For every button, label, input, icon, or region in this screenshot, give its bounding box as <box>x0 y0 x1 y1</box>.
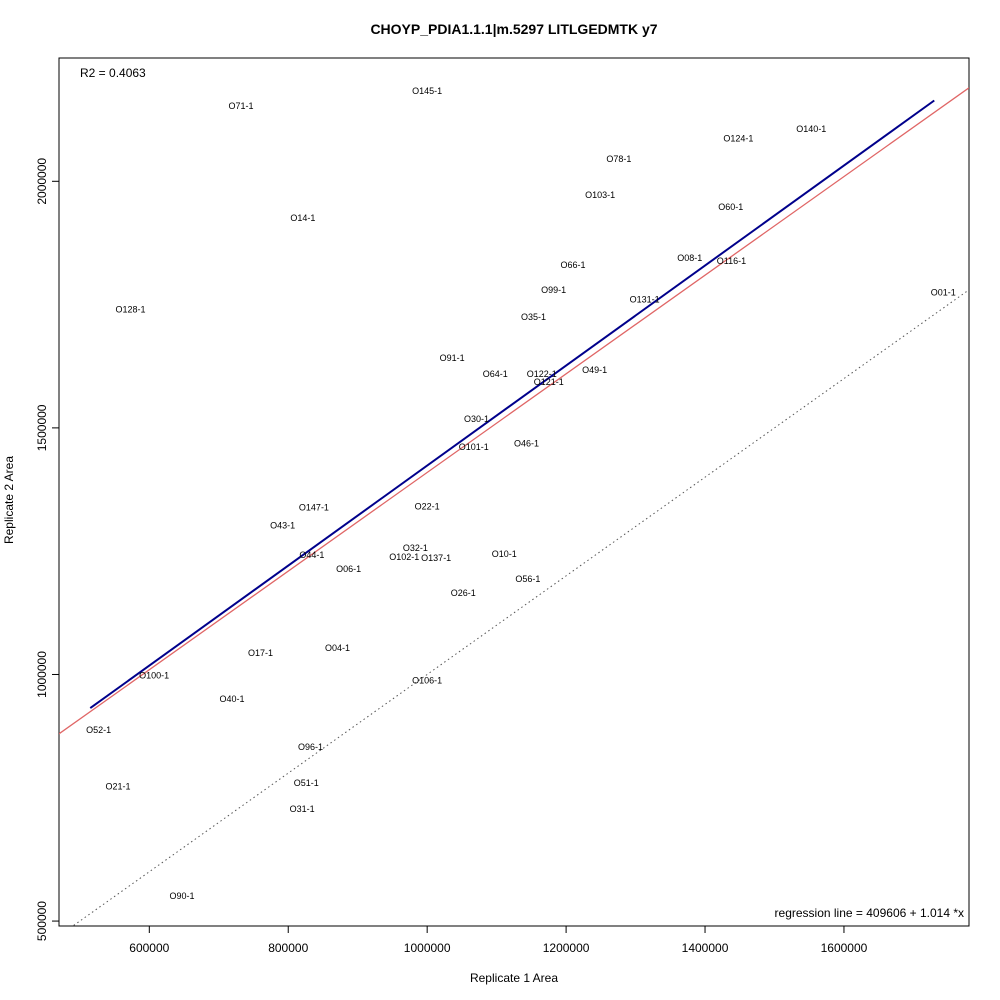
point-label: O145-1 <box>412 86 442 96</box>
point-label: O122-1 <box>527 369 557 379</box>
point-label: O17-1 <box>248 648 273 658</box>
x-tick-label: 1000000 <box>404 941 451 955</box>
point-label: O66-1 <box>561 260 586 270</box>
y-tick-label: 500000 <box>35 901 49 941</box>
point-label: O100-1 <box>139 670 169 680</box>
point-label: O32-1 <box>403 543 428 553</box>
point-label: O44-1 <box>299 550 324 560</box>
reference-lines <box>59 87 969 926</box>
point-label: O43-1 <box>270 521 295 531</box>
x-tick-label: 1400000 <box>682 941 729 955</box>
point-label: O90-1 <box>169 891 194 901</box>
point-label: O10-1 <box>492 549 517 559</box>
point-label: O96-1 <box>298 742 323 752</box>
point-label: O30-1 <box>464 414 489 424</box>
y-axis-label: Replicate 2 Area <box>2 456 16 544</box>
x-tick-label: 800000 <box>268 941 308 955</box>
point-label: O124-1 <box>723 133 753 143</box>
point-label: O22-1 <box>415 501 440 511</box>
point-label: O35-1 <box>521 312 546 322</box>
point-label: O52-1 <box>86 725 111 735</box>
y-tick-label: 1500000 <box>35 404 49 451</box>
y-tick-label: 1000000 <box>35 651 49 698</box>
regression-equation: regression line = 409606 + 1.014 *x <box>775 906 964 920</box>
point-label: O101-1 <box>459 442 489 452</box>
chart-title: CHOYP_PDIA1.1.1|m.5297 LITLGEDMTK y7 <box>370 21 657 37</box>
point-label: O147-1 <box>299 502 329 512</box>
point-labels: O145-1 O71-1 O140-1 O124-1 O78-1 O103-1 O60-1 O… <box>86 86 956 901</box>
point-label: O14-1 <box>290 213 315 223</box>
x-tick-label: 1600000 <box>821 941 868 955</box>
point-label: O71-1 <box>228 101 253 111</box>
x-tick-label: 600000 <box>129 941 169 955</box>
r2-label: R2 = 0.4063 <box>80 66 146 80</box>
point-label: O116-1 <box>717 256 746 266</box>
point-label: O103-1 <box>585 190 615 200</box>
point-label: O51-1 <box>294 778 319 788</box>
point-label: O26-1 <box>451 588 476 598</box>
point-label: O06-1 <box>336 564 361 574</box>
point-label: O40-1 <box>219 694 244 704</box>
x-axis: 600000 800000 1000000 1200000 1400000 1600000 <box>129 926 868 955</box>
regression-line <box>89 99 935 709</box>
y-tick-label: 2000000 <box>35 158 49 205</box>
point-label: O21-1 <box>106 781 131 791</box>
point-label: O56-1 <box>515 574 540 584</box>
point-label: O60-1 <box>718 202 743 212</box>
point-label: O08-1 <box>677 253 702 263</box>
point-label: O46-1 <box>514 439 539 449</box>
point-label: O31-1 <box>290 804 315 814</box>
reference-line-red <box>59 87 969 735</box>
point-label: O137-1 <box>421 553 451 563</box>
x-tick-label: 1200000 <box>543 941 590 955</box>
y-axis: 500000 1000000 1500000 2000000 <box>35 158 59 941</box>
point-label: O106-1 <box>412 675 442 685</box>
point-label: O91-1 <box>440 353 465 363</box>
point-label: O140-1 <box>796 124 826 134</box>
point-label: O01-1 <box>931 287 956 297</box>
point-label: O49-1 <box>582 365 607 375</box>
point-label: O04-1 <box>325 643 350 653</box>
point-label: O102-1 <box>389 552 419 562</box>
point-label: O78-1 <box>606 154 631 164</box>
plot-frame <box>58 57 970 927</box>
point-label: O131-1 <box>630 295 660 305</box>
point-label: O99-1 <box>541 285 566 295</box>
point-label: O64-1 <box>483 369 508 379</box>
point-label: O128-1 <box>116 305 146 315</box>
point-label: O121-1 <box>534 377 564 387</box>
x-axis-label: Replicate 1 Area <box>470 971 558 985</box>
identity-line <box>72 289 969 926</box>
